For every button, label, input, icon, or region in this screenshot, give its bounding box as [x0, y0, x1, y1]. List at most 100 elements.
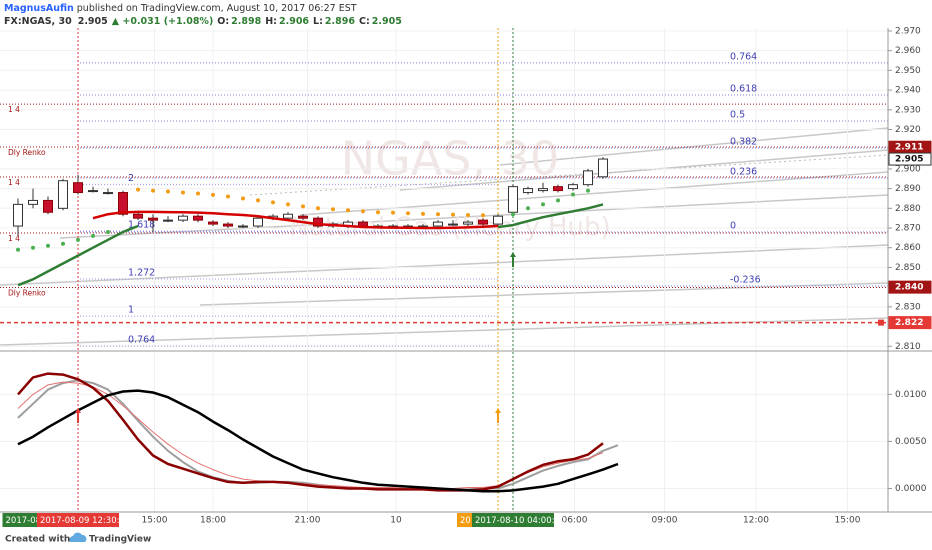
overlay-dot	[76, 237, 80, 242]
last-price: 2.905	[78, 16, 108, 27]
x-tick-label: 09:00	[652, 516, 678, 526]
logo-icon	[69, 532, 87, 542]
label-layer: 15:00 18:00 21:00 10 06:00 09:00 12:00 15:002.9…	[2, 140, 932, 527]
fib-label: 0.764	[730, 51, 757, 62]
y-tick-label: 2.810	[895, 342, 921, 352]
price-axis-bg	[888, 28, 932, 528]
level-label: 1 4	[8, 105, 20, 114]
overlay-dot	[106, 229, 110, 234]
candle-body	[253, 217, 263, 227]
fib-label: 0.5	[730, 110, 745, 121]
fib-label: 1	[128, 305, 134, 316]
trend-line	[399, 149, 889, 191]
price-marker	[888, 280, 932, 294]
overlay-dot	[556, 198, 560, 203]
overlay-dot	[316, 206, 320, 211]
overlay-dot	[61, 241, 65, 246]
overlay-dot	[436, 212, 440, 217]
y-tick-label: 2.850	[895, 263, 921, 273]
time-marker-label: 20	[460, 516, 471, 526]
ohlc-key: L:	[313, 16, 323, 27]
level-label: 1 4	[8, 178, 20, 187]
candle-body	[238, 225, 248, 228]
overlay-dot	[256, 198, 260, 203]
y-tick-label: 2.950	[895, 66, 921, 76]
price-marker-label: 2.911	[895, 143, 923, 153]
candle-body	[133, 213, 143, 219]
y-tick-label: 2.940	[895, 86, 921, 96]
candle-body	[298, 215, 308, 219]
overlay-dot	[346, 208, 350, 213]
ohlc-value: 2.898	[231, 16, 261, 27]
candle-body	[118, 192, 128, 215]
overlay-dot	[301, 204, 305, 209]
candle-body	[178, 215, 188, 221]
author-link[interactable]: MagnusAufin	[4, 3, 74, 14]
overlay-dot	[391, 210, 395, 215]
y-tick-label: 2.970	[895, 26, 921, 36]
candle-body	[208, 221, 218, 225]
overlay-dot	[196, 191, 200, 196]
x-tick-label: 10	[390, 516, 402, 526]
header-line: MagnusAufin published on TradingView.com,…	[4, 3, 357, 14]
footer-created: Created with	[5, 535, 70, 545]
overlay-dot	[541, 202, 545, 207]
overlay	[17, 203, 604, 287]
candle-body	[598, 158, 608, 178]
candle-body	[13, 203, 23, 227]
footer-brand[interactable]: TradingView	[89, 535, 151, 545]
price-marker-label: 2.822	[895, 318, 923, 328]
price-flag	[878, 319, 884, 326]
overlay-dot	[421, 211, 425, 216]
fib-label: 0.382	[730, 137, 757, 148]
candle-body	[103, 192, 113, 195]
overlay-dot	[406, 211, 410, 216]
candle-body	[73, 182, 83, 194]
fib-label: 1.272	[128, 268, 155, 279]
overlay-dot	[451, 212, 455, 217]
overlay-dot	[226, 194, 230, 199]
fib-label: 1.618	[128, 219, 155, 230]
y-tick-label: 2.920	[895, 125, 921, 135]
candle-body	[58, 180, 68, 209]
overlay-dot	[331, 207, 335, 212]
overlay-dot	[481, 213, 485, 218]
overlay-dot	[526, 206, 530, 211]
time-marker-label: 2017-08-10 04:00:00	[475, 516, 565, 526]
y-tick-label: 2.890	[895, 184, 921, 194]
footer: Created with TradingView	[5, 532, 151, 545]
price-marker-label: 2.905	[895, 155, 923, 165]
candle-body	[568, 184, 578, 190]
overlay-dot	[241, 196, 245, 201]
x-tick-label: 15:00	[835, 516, 861, 526]
price-marker-label: 2.840	[895, 283, 923, 293]
candle-body	[223, 223, 233, 227]
candle-body	[553, 186, 563, 192]
fib-label: 2	[128, 173, 134, 184]
overlay-dot	[46, 243, 50, 248]
published-text: published on TradingView.com, August 10,…	[77, 3, 357, 14]
level-label: 1 4	[8, 234, 20, 243]
overlay-dot	[271, 200, 275, 205]
overlay-dot	[136, 187, 140, 192]
y-tick-label: 0.0000	[895, 484, 927, 494]
y-tick-label: 2.900	[895, 164, 921, 174]
x-tick-label: 15:00	[142, 516, 168, 526]
quote-line: FX:NGAS, 30 2.905 ▲ +0.031 (+1.08%) O: 2.898…	[4, 16, 402, 27]
candle-body	[478, 219, 488, 225]
candle-body	[313, 217, 323, 227]
symbol: FX:NGAS, 30	[4, 16, 72, 27]
ohlc-key: O:	[217, 16, 229, 27]
y-tick-label: 0.0100	[895, 390, 927, 400]
candle-body	[28, 199, 38, 205]
candle-body	[163, 219, 173, 222]
y-tick-label: 2.930	[895, 105, 921, 115]
overlay-dot	[571, 192, 575, 197]
overlay-dot	[286, 202, 290, 207]
y-tick-label: 2.860	[895, 243, 921, 253]
candle-body	[88, 190, 98, 193]
time-marker	[37, 513, 119, 527]
overlay-dot	[511, 212, 515, 217]
